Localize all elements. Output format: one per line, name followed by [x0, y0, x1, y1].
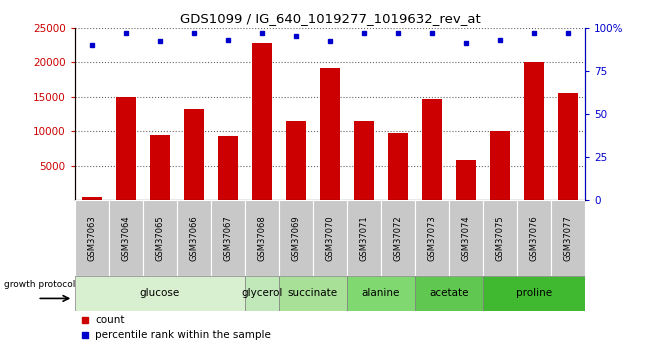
Bar	[489, 131, 510, 200]
Text: GSM37066: GSM37066	[189, 215, 198, 261]
Bar	[279, 200, 313, 276]
Text: alanine: alanine	[361, 288, 400, 298]
Bar	[456, 160, 476, 200]
Bar	[449, 200, 483, 276]
Bar	[116, 97, 136, 200]
Bar	[245, 200, 279, 276]
Bar	[211, 200, 245, 276]
Bar	[415, 200, 449, 276]
Bar	[81, 197, 102, 200]
Bar	[558, 93, 579, 200]
Text: glycerol: glycerol	[241, 288, 283, 298]
Text: glucose: glucose	[140, 288, 180, 298]
Bar	[422, 99, 442, 200]
Text: proline: proline	[516, 288, 552, 298]
Bar	[415, 276, 483, 310]
Bar	[75, 200, 109, 276]
Text: GSM37077: GSM37077	[564, 215, 573, 261]
Bar	[483, 200, 517, 276]
Text: GSM37075: GSM37075	[495, 215, 504, 261]
Bar	[177, 200, 211, 276]
Bar	[313, 200, 347, 276]
Bar	[347, 200, 381, 276]
Title: GDS1099 / IG_640_1019277_1019632_rev_at: GDS1099 / IG_640_1019277_1019632_rev_at	[179, 12, 480, 25]
Text: GSM37076: GSM37076	[530, 215, 538, 261]
Bar	[218, 136, 238, 200]
Text: GSM37073: GSM37073	[428, 215, 436, 261]
Text: GSM37067: GSM37067	[224, 215, 232, 261]
Bar	[75, 276, 245, 310]
Bar	[320, 68, 340, 200]
Text: GSM37065: GSM37065	[155, 215, 164, 261]
Text: GSM37069: GSM37069	[291, 215, 300, 261]
Bar	[381, 200, 415, 276]
Bar	[143, 200, 177, 276]
Text: acetate: acetate	[429, 288, 469, 298]
Bar	[387, 133, 408, 200]
Text: GSM37070: GSM37070	[326, 215, 334, 261]
Bar	[517, 200, 551, 276]
Text: growth protocol: growth protocol	[4, 280, 75, 289]
Bar	[551, 200, 585, 276]
Text: GSM37068: GSM37068	[257, 215, 266, 261]
Bar	[245, 276, 279, 310]
Bar	[279, 276, 347, 310]
Text: GSM37071: GSM37071	[359, 215, 369, 261]
Bar	[483, 276, 585, 310]
Bar	[285, 121, 306, 200]
Bar	[524, 62, 544, 200]
Text: GSM37063: GSM37063	[87, 215, 96, 261]
Text: GSM37072: GSM37072	[393, 215, 402, 261]
Bar	[252, 43, 272, 200]
Text: GSM37074: GSM37074	[462, 215, 471, 261]
Bar	[347, 276, 415, 310]
Bar	[150, 135, 170, 200]
Bar	[183, 109, 204, 200]
Text: succinate: succinate	[288, 288, 338, 298]
Text: percentile rank within the sample: percentile rank within the sample	[95, 331, 271, 340]
Bar	[354, 121, 374, 200]
Text: GSM37064: GSM37064	[122, 215, 130, 261]
Text: count: count	[95, 315, 125, 325]
Bar	[109, 200, 143, 276]
